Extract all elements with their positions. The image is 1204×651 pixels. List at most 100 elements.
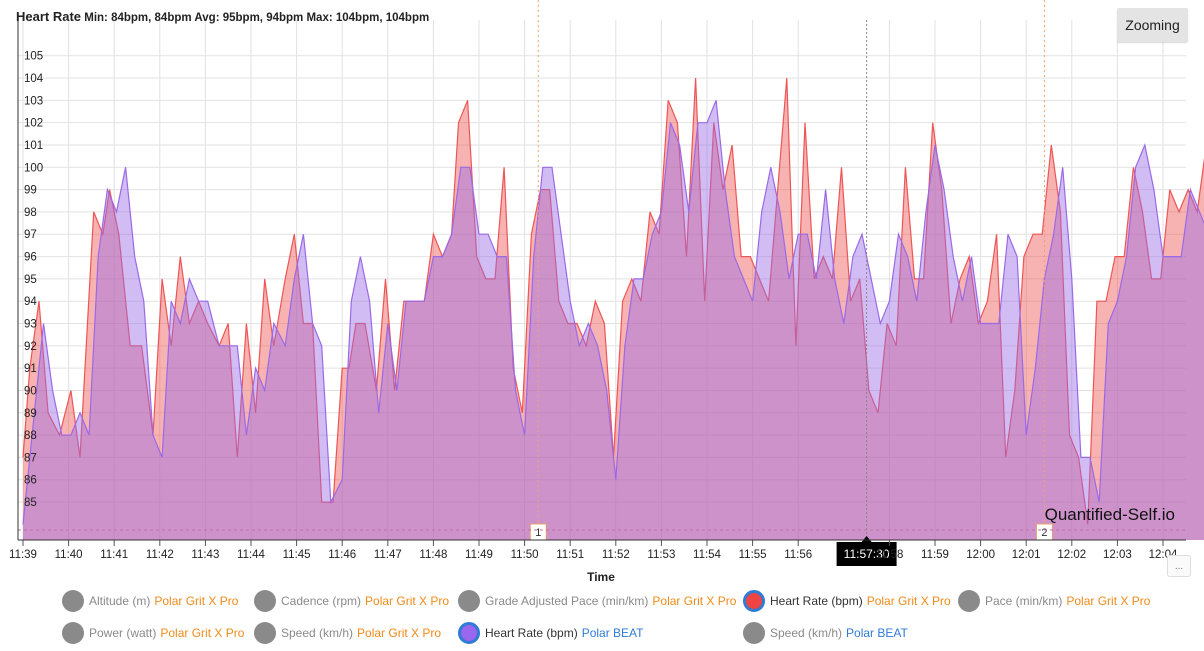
legend-series-name: Speed (km/h) bbox=[281, 626, 354, 640]
legend-device-name: Polar Grit X Pro bbox=[652, 594, 737, 608]
x-tick-label: 11:50 bbox=[511, 549, 539, 561]
more-options-button[interactable]: ... bbox=[1167, 555, 1191, 577]
y-tick-label: 105 bbox=[24, 51, 43, 63]
y-tick-label: 94 bbox=[24, 296, 37, 308]
x-tick-label: 11:47 bbox=[374, 549, 402, 561]
series-line-polar-beat bbox=[22, 100, 1204, 525]
x-tick-label: 11:53 bbox=[647, 549, 675, 561]
y-tick-label: 91 bbox=[24, 363, 37, 375]
y-tick-label: 101 bbox=[24, 140, 43, 152]
x-tick-label: 11:54 bbox=[693, 549, 722, 561]
x-tick-label: 11:46 bbox=[328, 549, 356, 561]
min-label: Min: bbox=[84, 12, 108, 24]
x-tick-label: 11:39 bbox=[9, 549, 37, 561]
legend-item[interactable]: Altitude (m) Polar Grit X Pro bbox=[62, 590, 238, 612]
y-tick-label: 93 bbox=[24, 319, 37, 331]
x-tick-label: 11:58 bbox=[875, 549, 903, 561]
tick-labels: 85 86 87 88 89 90 91 92 93 94 95 96 97 98 99 100 101 102 1… bbox=[9, 51, 1178, 584]
y-tick-label: 86 bbox=[24, 475, 37, 487]
x-tick-label: 11:42 bbox=[146, 549, 174, 561]
legend-series-name: Speed (km/h) bbox=[770, 626, 843, 640]
legend-series-name: Pace (min/km) bbox=[985, 594, 1063, 608]
x-tick-label: 11:51 bbox=[556, 549, 584, 561]
y-tick-label: 103 bbox=[24, 95, 43, 107]
legend-toggle-icon[interactable] bbox=[458, 590, 480, 612]
legend-series-name: Power (watt) bbox=[89, 626, 157, 640]
legend-item[interactable]: Power (watt) Polar Grit X Pro bbox=[62, 622, 244, 644]
legend-device-name: Polar Grit X Pro bbox=[866, 594, 951, 608]
crosshair-tooltip-box bbox=[836, 542, 897, 566]
legend-toggle-icon[interactable] bbox=[254, 590, 276, 612]
legend-toggle-icon[interactable] bbox=[743, 590, 765, 612]
y-tick-label: 98 bbox=[24, 207, 37, 219]
y-tick-label: 102 bbox=[24, 118, 43, 130]
avg-value: 95bpm, 94bpm bbox=[222, 12, 304, 24]
x-tick-label: 11:52 bbox=[602, 549, 630, 561]
x-axis-title: Time bbox=[587, 570, 615, 584]
y-tick-label: 89 bbox=[24, 408, 37, 420]
legend-item[interactable]: Heart Rate (bpm) Polar Grit X Pro bbox=[743, 590, 951, 612]
markers: 1 2 11:57:30 bbox=[18, 0, 1186, 566]
legend-toggle-icon[interactable] bbox=[62, 590, 84, 612]
legend-toggle-icon[interactable] bbox=[458, 622, 480, 644]
watermark: Quantified-Self.io bbox=[1045, 505, 1175, 524]
legend-item[interactable]: Speed (km/h) Polar Grit X Pro bbox=[254, 622, 441, 644]
lap-marker-label: 2 bbox=[1041, 527, 1047, 539]
y-tick-label: 90 bbox=[24, 385, 37, 397]
chart-title-text: Heart Rate bbox=[16, 9, 82, 24]
legend-item[interactable]: Grade Adjusted Pace (min/km) Polar Grit X… bbox=[458, 590, 736, 612]
legend-series-name: Grade Adjusted Pace (min/km) bbox=[485, 594, 649, 608]
y-tick-label: 95 bbox=[24, 274, 37, 286]
legend-toggle-icon[interactable] bbox=[62, 622, 84, 644]
axes bbox=[17, 20, 1186, 546]
legend-item[interactable]: Cadence (rpm) Polar Grit X Pro bbox=[254, 590, 449, 612]
grid bbox=[18, 20, 1186, 540]
x-tick-label: 11:43 bbox=[191, 549, 219, 561]
x-tick-label: 11:48 bbox=[419, 549, 447, 561]
y-tick-label: 85 bbox=[24, 497, 37, 509]
crosshair-label: 11:57:30 bbox=[844, 547, 890, 561]
y-tick-label: 100 bbox=[24, 162, 43, 174]
legend-device-name: Polar Grit X Pro bbox=[365, 594, 450, 608]
legend-device-name: Polar BEAT bbox=[581, 626, 644, 640]
x-tick-label: 11:45 bbox=[283, 549, 311, 561]
x-tick-label: 12:03 bbox=[1103, 549, 1132, 561]
series-area-polar-beat bbox=[23, 100, 1204, 540]
legend-device-name: Polar BEAT bbox=[846, 626, 908, 640]
avg-label: Avg: bbox=[194, 12, 220, 24]
legend-device-name: Polar Grit X Pro bbox=[1066, 594, 1151, 608]
legend-toggle-icon[interactable] bbox=[254, 622, 276, 644]
x-tick-label: 11:55 bbox=[739, 549, 767, 561]
legend-device-name: Polar Grit X Pro bbox=[160, 626, 245, 640]
legend-toggle-icon[interactable] bbox=[743, 622, 765, 644]
series-areas bbox=[22, 77, 1204, 540]
zooming-button[interactable]: Zooming bbox=[1117, 8, 1188, 42]
y-tick-label: 88 bbox=[24, 430, 37, 442]
y-tick-label: 96 bbox=[24, 252, 37, 264]
legend-item[interactable]: Heart Rate (bpm) Polar BEAT bbox=[458, 622, 644, 644]
x-tick-label: 11:41 bbox=[100, 549, 128, 561]
legend-device-name: Polar Grit X Pro bbox=[154, 594, 239, 608]
x-tick-label: 11:59 bbox=[921, 549, 949, 561]
legend-series-name: Heart Rate (bpm) bbox=[770, 594, 863, 608]
y-tick-label: 97 bbox=[24, 229, 37, 241]
legend-device-name: Polar Grit X Pro bbox=[357, 626, 442, 640]
y-tick-label: 104 bbox=[24, 73, 44, 85]
legend-series-name: Heart Rate (bpm) bbox=[485, 626, 578, 640]
x-tick-label: 12:00 bbox=[966, 549, 995, 561]
series-area-grit-x-pro bbox=[23, 78, 1204, 540]
x-tick-label: 11:56 bbox=[784, 549, 812, 561]
legend-series-name: Altitude (m) bbox=[89, 594, 151, 608]
x-tick-label: 11:44 bbox=[237, 549, 266, 561]
y-tick-label: 87 bbox=[24, 452, 37, 464]
max-value: 104bpm, 104bpm bbox=[335, 12, 430, 24]
max-label: Max: bbox=[306, 12, 333, 24]
legend-item[interactable]: Speed (km/h) Polar BEAT bbox=[743, 622, 908, 644]
lap-marker-label: 1 bbox=[535, 527, 541, 539]
legend-series-name: Cadence (rpm) bbox=[281, 594, 362, 608]
x-tick-label: 11:40 bbox=[55, 549, 83, 561]
x-tick-label: 11:49 bbox=[465, 549, 493, 561]
legend-toggle-icon[interactable] bbox=[958, 590, 980, 612]
legend-item[interactable]: Pace (min/km) Polar Grit X Pro bbox=[958, 590, 1150, 612]
